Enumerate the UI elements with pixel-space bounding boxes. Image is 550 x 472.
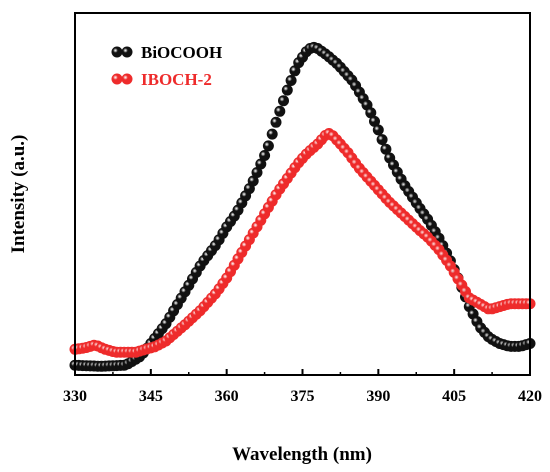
- legend-marker: [111, 46, 123, 58]
- series-biocooh: [69, 41, 536, 372]
- legend-label: BiOCOOH: [141, 43, 222, 62]
- legend-marker: [111, 73, 123, 85]
- legend-marker: [121, 73, 133, 85]
- legend-marker: [121, 46, 133, 58]
- legend: BiOCOOH IBOCH-2: [111, 43, 222, 89]
- data-point: [270, 116, 282, 128]
- ticks-layer: 330 345 360 375 390 405 420: [63, 369, 542, 405]
- x-axis-title: Wavelength (nm): [232, 444, 372, 465]
- data-point: [281, 84, 293, 96]
- data-point: [376, 134, 388, 146]
- data-point: [262, 140, 274, 152]
- legend-label: IBOCH-2: [141, 70, 212, 89]
- x-tick-label: 390: [366, 388, 390, 405]
- series-iboch-2: [69, 128, 536, 358]
- x-tick-label: 330: [63, 388, 87, 405]
- data-point: [285, 75, 297, 87]
- x-tick-label: 360: [215, 388, 239, 405]
- data-point: [372, 124, 384, 136]
- y-axis-title: Intensity (a.u.): [8, 135, 29, 254]
- data-point: [259, 150, 271, 162]
- data-point: [277, 95, 289, 107]
- x-tick-label: 405: [442, 388, 466, 405]
- data-point: [266, 128, 278, 140]
- points-layer: [69, 41, 536, 372]
- data-point: [274, 105, 286, 117]
- x-tick-label: 420: [518, 388, 542, 405]
- x-tick-label: 345: [139, 388, 163, 405]
- x-tick-label: 375: [291, 388, 315, 405]
- plot-frame: [74, 12, 531, 376]
